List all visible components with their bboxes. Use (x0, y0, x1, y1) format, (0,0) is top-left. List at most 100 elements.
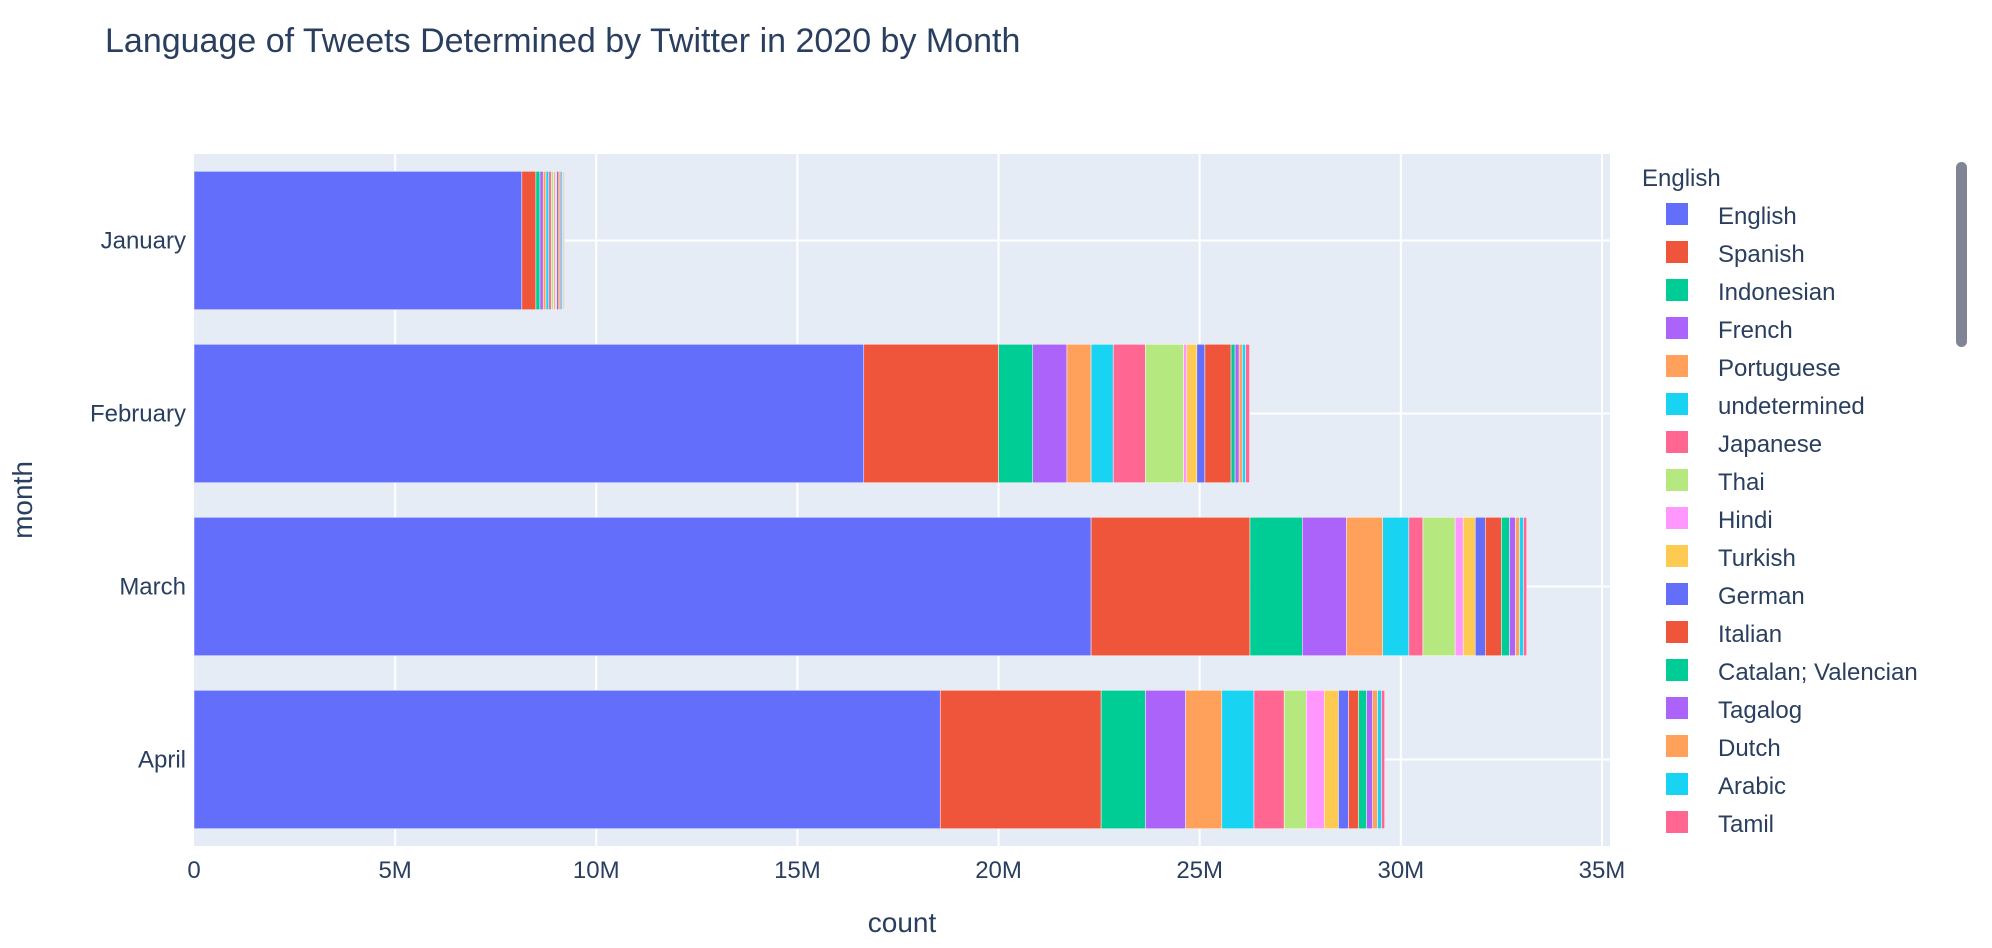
bar-segment[interactable] (548, 171, 552, 310)
bar-segment[interactable] (1366, 690, 1373, 829)
bar-segment[interactable] (535, 171, 541, 310)
x-tick-label: 0 (187, 857, 200, 884)
legend-swatch (1666, 469, 1688, 491)
bar-segment[interactable] (1196, 344, 1206, 483)
bar-segment[interactable] (1501, 517, 1510, 656)
bar-segment[interactable] (1066, 344, 1092, 483)
bar-segment[interactable] (1302, 517, 1347, 656)
bar-segment[interactable] (1372, 690, 1378, 829)
bar-segment[interactable] (1090, 517, 1251, 656)
legend-item-label[interactable]: Catalan; Valencian (1718, 659, 1918, 686)
bar-segment[interactable] (1408, 517, 1424, 656)
bar-segment[interactable] (1519, 517, 1524, 656)
x-tick-label: 10M (573, 857, 620, 884)
bar-segment[interactable] (563, 171, 566, 310)
x-tick-label: 15M (774, 857, 821, 884)
x-tick-label: 30M (1377, 857, 1424, 884)
bar-segment[interactable] (1221, 690, 1255, 829)
y-tick-label: March (119, 574, 186, 601)
bar-segment[interactable] (1234, 344, 1240, 483)
bar-segment[interactable] (1515, 517, 1520, 656)
bar-segment[interactable] (1324, 690, 1339, 829)
legend-item-label[interactable]: Spanish (1718, 241, 1805, 268)
legend-swatch (1666, 621, 1688, 643)
y-axis-label: month (7, 461, 38, 539)
bar-segment[interactable] (1204, 344, 1232, 483)
bar-segment[interactable] (1381, 690, 1385, 829)
bar-segment[interactable] (1185, 690, 1223, 829)
bar-segment[interactable] (1283, 690, 1307, 829)
bar-segment[interactable] (193, 517, 1092, 656)
x-axis-label: count (868, 907, 937, 938)
legend-item-label[interactable]: Hindi (1718, 507, 1773, 534)
legend-item-label[interactable]: Arabic (1718, 773, 1786, 800)
bar-segment[interactable] (193, 344, 865, 483)
legend-item-label[interactable]: undetermined (1718, 393, 1865, 420)
legend-swatch (1666, 241, 1688, 263)
legend-item-label[interactable]: German (1718, 583, 1805, 610)
legend-item-label[interactable]: Tagalog (1718, 697, 1802, 724)
legend-scrollbar[interactable] (1956, 162, 1967, 347)
bar-segment[interactable] (1509, 517, 1516, 656)
bar-segment[interactable] (542, 171, 547, 310)
legend-swatch (1666, 507, 1688, 529)
legend-item-label[interactable]: Indonesian (1718, 279, 1835, 306)
bar-segment[interactable] (1422, 517, 1456, 656)
bars (193, 171, 1527, 829)
legend-item-label[interactable]: Tamil (1718, 811, 1774, 838)
bar-segment[interactable] (550, 171, 554, 310)
bar-segment[interactable] (539, 171, 544, 310)
bar-segment[interactable] (1145, 344, 1184, 483)
y-tick-label: January (101, 228, 186, 255)
legend-item-label[interactable]: Japanese (1718, 431, 1822, 458)
bar-segment[interactable] (1230, 344, 1236, 483)
bar-segment[interactable] (1454, 517, 1464, 656)
legend-item-label[interactable]: Italian (1718, 621, 1782, 648)
bar-segment[interactable] (1186, 344, 1198, 483)
bar-segment[interactable] (1112, 344, 1146, 483)
legend-item-label[interactable]: Turkish (1718, 545, 1796, 572)
legend-swatch (1666, 773, 1688, 795)
bar-segment[interactable] (1032, 344, 1068, 483)
bar-segment[interactable] (1145, 690, 1186, 829)
bar-segment[interactable] (1474, 517, 1486, 656)
x-tick-labels: 0 5M 10M 15M 20M 25M 30M 35M (187, 857, 1625, 884)
legend-swatch (1666, 279, 1688, 301)
bar-segment[interactable] (1249, 517, 1303, 656)
bar-segment[interactable] (1377, 690, 1382, 829)
bar-segment[interactable] (939, 690, 1102, 829)
legend-item-label[interactable]: Dutch (1718, 735, 1781, 762)
bar-segment[interactable] (1523, 517, 1527, 656)
legend-item-label[interactable]: Thai (1718, 469, 1765, 496)
bar-segment[interactable] (1253, 690, 1285, 829)
bar-segment[interactable] (1338, 690, 1349, 829)
bar-segment[interactable] (1245, 344, 1250, 483)
bar-segment[interactable] (1346, 517, 1383, 656)
bar-segment[interactable] (1242, 344, 1246, 483)
bar-segment[interactable] (1348, 690, 1359, 829)
bar-segment[interactable] (1462, 517, 1476, 656)
legend-swatch (1666, 583, 1688, 605)
legend-item-label[interactable]: Portuguese (1718, 355, 1841, 382)
legend[interactable]: English Spanish Indonesian French Portuguese… (1666, 203, 1918, 838)
bar-segment[interactable] (1090, 344, 1114, 483)
legend-swatch (1666, 431, 1688, 453)
bar-segment[interactable] (1485, 517, 1502, 656)
bar-segment[interactable] (193, 171, 523, 310)
x-tick-label: 5M (378, 857, 411, 884)
bar-segment[interactable] (998, 344, 1033, 483)
bar-segment[interactable] (1358, 690, 1367, 829)
legend-swatch (1666, 735, 1688, 757)
bar-segment[interactable] (1100, 690, 1146, 829)
bar-segment[interactable] (193, 690, 941, 829)
legend-item-label[interactable]: French (1718, 317, 1793, 344)
bar-segment[interactable] (1306, 690, 1325, 829)
bar-segment[interactable] (545, 171, 550, 310)
bar-segment[interactable] (863, 344, 999, 483)
bar-segment[interactable] (1238, 344, 1243, 483)
legend-swatch (1666, 203, 1688, 225)
bar-segment[interactable] (521, 171, 537, 310)
bar-segment[interactable] (1183, 344, 1188, 483)
legend-item-label[interactable]: English (1718, 203, 1797, 230)
bar-segment[interactable] (1382, 517, 1410, 656)
